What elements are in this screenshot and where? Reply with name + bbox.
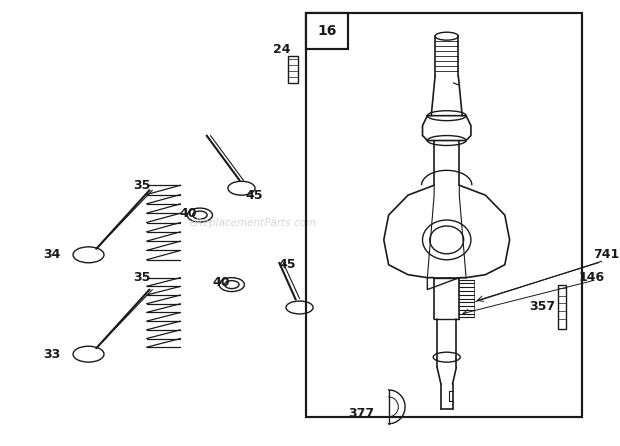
Text: 35: 35 — [133, 271, 151, 284]
Bar — [288, 56, 298, 83]
Text: 146: 146 — [579, 271, 605, 284]
Text: 40: 40 — [179, 206, 197, 219]
Text: 34: 34 — [43, 248, 60, 261]
Bar — [306, 13, 348, 49]
Text: 45: 45 — [278, 258, 296, 271]
Text: 24: 24 — [273, 42, 291, 56]
Bar — [306, 13, 582, 417]
Text: 741: 741 — [593, 248, 619, 261]
Text: eReplacementParts.com: eReplacementParts.com — [190, 218, 317, 228]
Bar — [558, 285, 566, 329]
Text: 45: 45 — [246, 189, 263, 202]
Text: 33: 33 — [43, 348, 60, 361]
Text: 16: 16 — [317, 24, 337, 38]
Bar — [306, 13, 582, 417]
Text: 377: 377 — [348, 407, 374, 420]
Text: 35: 35 — [133, 179, 151, 192]
Text: 357: 357 — [529, 300, 556, 313]
Text: 40: 40 — [213, 276, 230, 289]
Bar — [306, 13, 348, 49]
